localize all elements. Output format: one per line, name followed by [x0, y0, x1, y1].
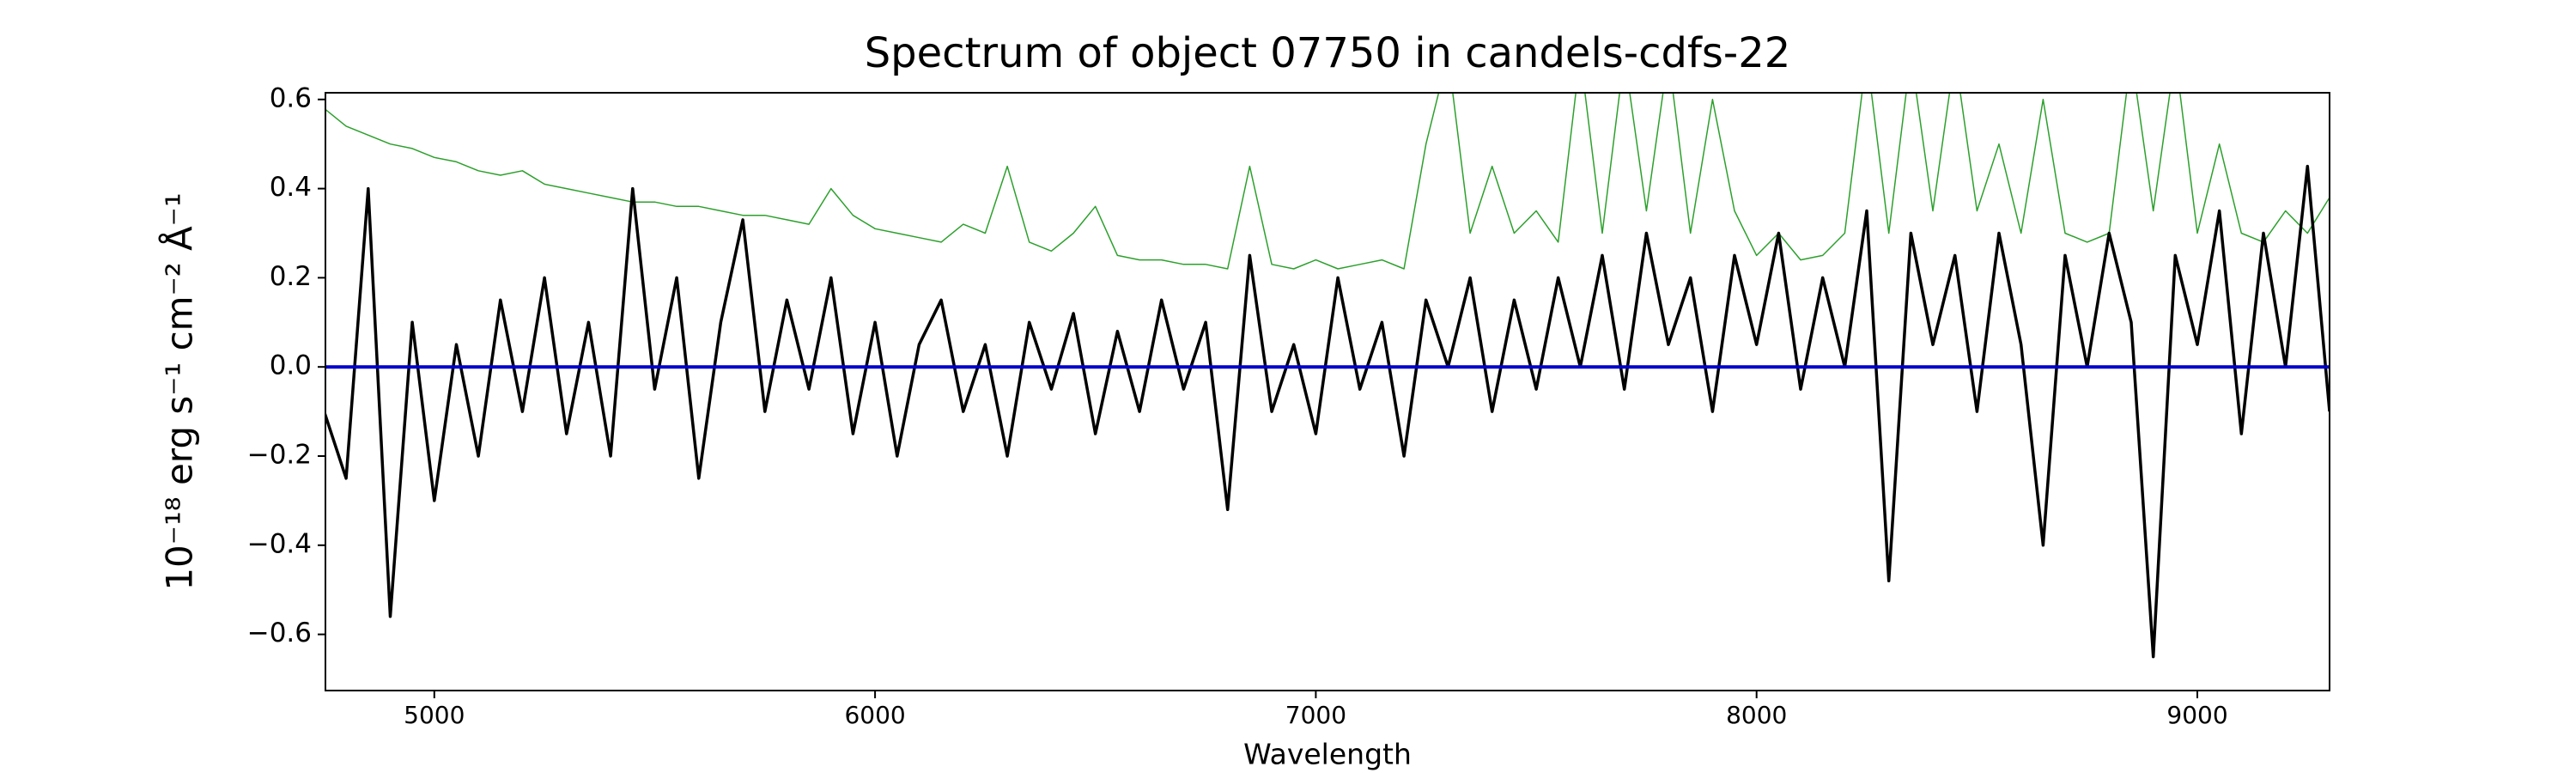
y-tick-label: 0.0	[270, 350, 312, 381]
spectrum-line	[325, 93, 2330, 270]
y-tick-label: −0.2	[247, 439, 312, 470]
y-tick-label: 0.2	[270, 261, 312, 292]
spectrum-line	[325, 164, 2330, 659]
x-tick-label: 7000	[1285, 701, 1346, 729]
y-tick-label: 0.4	[270, 172, 312, 203]
x-tick-label: 6000	[844, 701, 905, 729]
y-tick-label: 0.6	[270, 82, 312, 113]
y-tick-label: −0.6	[247, 618, 312, 648]
x-tick-label: 5000	[404, 701, 465, 729]
x-axis-label: Wavelength	[1243, 738, 1412, 771]
x-tick-label: 9000	[2166, 701, 2227, 729]
plot-area	[325, 93, 2330, 659]
y-axis-label: 10⁻¹⁸ erg s⁻¹ cm⁻² Å⁻¹	[158, 192, 201, 590]
y-tick-label: −0.4	[247, 528, 312, 559]
x-tick-label: 8000	[1726, 701, 1787, 729]
plot-frame	[325, 92, 2330, 691]
chart-title: Spectrum of object 07750 in candels-cdfs…	[865, 29, 1791, 77]
